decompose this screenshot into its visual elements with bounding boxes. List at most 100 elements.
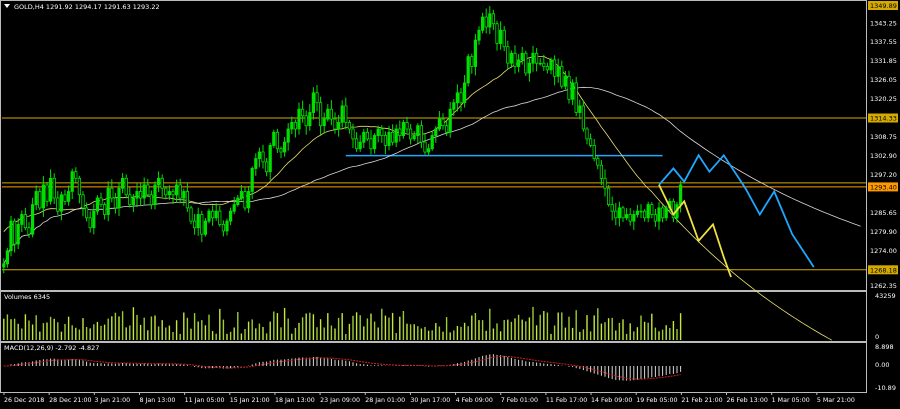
candle-body	[56, 197, 60, 212]
candle-body	[347, 122, 352, 130]
candle-body	[77, 177, 81, 196]
price-tick-label: 1279.90	[870, 228, 897, 236]
candle-body	[589, 138, 593, 146]
candle-body	[437, 118, 442, 130]
candle-body	[610, 204, 614, 212]
price-tick-label: 1343.25	[870, 19, 897, 27]
x-tick-label: 18 Jan 13:00	[275, 397, 315, 404]
candle-body	[200, 214, 204, 235]
candle-body	[236, 197, 240, 205]
forecast-path-0[interactable]	[658, 153, 815, 268]
candle-body	[336, 122, 341, 130]
candle-body	[419, 125, 424, 143]
x-tick-label: 30 Jan 17:00	[410, 397, 450, 404]
candle-body	[182, 191, 186, 199]
candle-body	[621, 207, 625, 219]
candle-body	[365, 131, 370, 140]
candle-body	[567, 75, 571, 100]
macd-panel-frame	[0, 342, 867, 393]
candle-body	[470, 56, 474, 67]
candle-body	[531, 52, 535, 64]
candle-body	[398, 128, 402, 136]
candle-body	[657, 207, 661, 222]
candle-body	[304, 115, 308, 127]
x-tick-label: 21 Feb 21:00	[681, 397, 722, 404]
candle-body	[103, 204, 107, 215]
candle-body	[459, 92, 463, 104]
candle-body	[210, 210, 215, 219]
candle-body	[527, 62, 532, 74]
candle-body	[578, 105, 582, 113]
candle-body	[625, 214, 629, 219]
candle-body	[639, 210, 643, 213]
candle-body	[290, 122, 294, 130]
candle-body	[628, 214, 632, 222]
candle-body	[430, 135, 434, 150]
candle-body	[34, 191, 38, 206]
candle-body	[121, 177, 125, 189]
x-tick-label: 14 Feb 09:00	[591, 397, 632, 404]
candle-body	[261, 151, 265, 163]
candle-body	[146, 184, 150, 196]
candle-body	[643, 210, 647, 219]
candle-body	[599, 164, 604, 179]
candle-body	[23, 214, 28, 229]
candle-body	[88, 217, 92, 229]
candle-body	[524, 52, 528, 74]
x-tick-label: 28 Dec 21:00	[49, 397, 91, 404]
symbol-dropdown-icon[interactable]	[4, 4, 10, 8]
macd-title: MACD(12,26,9) -2.792 -4.827	[4, 344, 99, 352]
price-tick-label: 1326.05	[870, 76, 897, 84]
candle-body	[607, 187, 611, 205]
candle-body	[498, 29, 503, 44]
x-tick-label: 1 Mar 05:00	[772, 397, 810, 404]
price-level-tag	[868, 265, 898, 275]
candle-body	[239, 191, 243, 199]
candle-body	[538, 62, 542, 65]
candle-body	[362, 131, 366, 143]
price-tick-label: 1297.20	[870, 171, 897, 179]
candle-body	[679, 184, 683, 205]
price-tick-label: 1308.75	[870, 133, 897, 141]
price-tick-label: 1274.00	[870, 247, 897, 255]
candle-body	[574, 82, 578, 113]
candle-body	[117, 187, 121, 209]
forecast-path-1[interactable]	[658, 184, 732, 278]
candle-body	[441, 118, 445, 127]
candle-body	[517, 59, 521, 67]
candle-body	[408, 128, 413, 140]
candle-body	[81, 194, 85, 209]
candle-body	[596, 158, 600, 166]
candle-body	[63, 194, 67, 202]
candle-body	[203, 220, 207, 235]
candle-body	[128, 194, 132, 206]
candle-body	[282, 141, 287, 153]
candle-body	[192, 220, 197, 229]
candle-body	[232, 204, 236, 212]
candle-body	[214, 210, 218, 219]
candle-body	[156, 177, 161, 186]
candle-body	[477, 29, 481, 41]
candle-body	[225, 220, 229, 232]
candle-body	[124, 177, 128, 196]
candle-body	[405, 122, 409, 130]
candle-body	[520, 52, 524, 61]
candle-body	[135, 191, 139, 199]
candle-body	[2, 263, 6, 268]
candle-body	[286, 128, 290, 143]
x-tick-label: 8 Jan 13:00	[139, 397, 175, 404]
price-tick-label: 1331.85	[870, 57, 897, 65]
x-tick-label: 5 Mar 21:00	[817, 397, 855, 404]
candle-body	[5, 250, 9, 265]
candle-body	[257, 151, 262, 159]
candle-body	[167, 191, 171, 196]
candle-body	[383, 135, 388, 146]
candle-body	[502, 29, 506, 48]
macd-tick-zero: 0.00	[875, 361, 889, 369]
candle-body	[311, 92, 316, 113]
candle-body	[509, 52, 514, 64]
candle-body	[272, 131, 276, 146]
candle-body	[344, 105, 348, 123]
